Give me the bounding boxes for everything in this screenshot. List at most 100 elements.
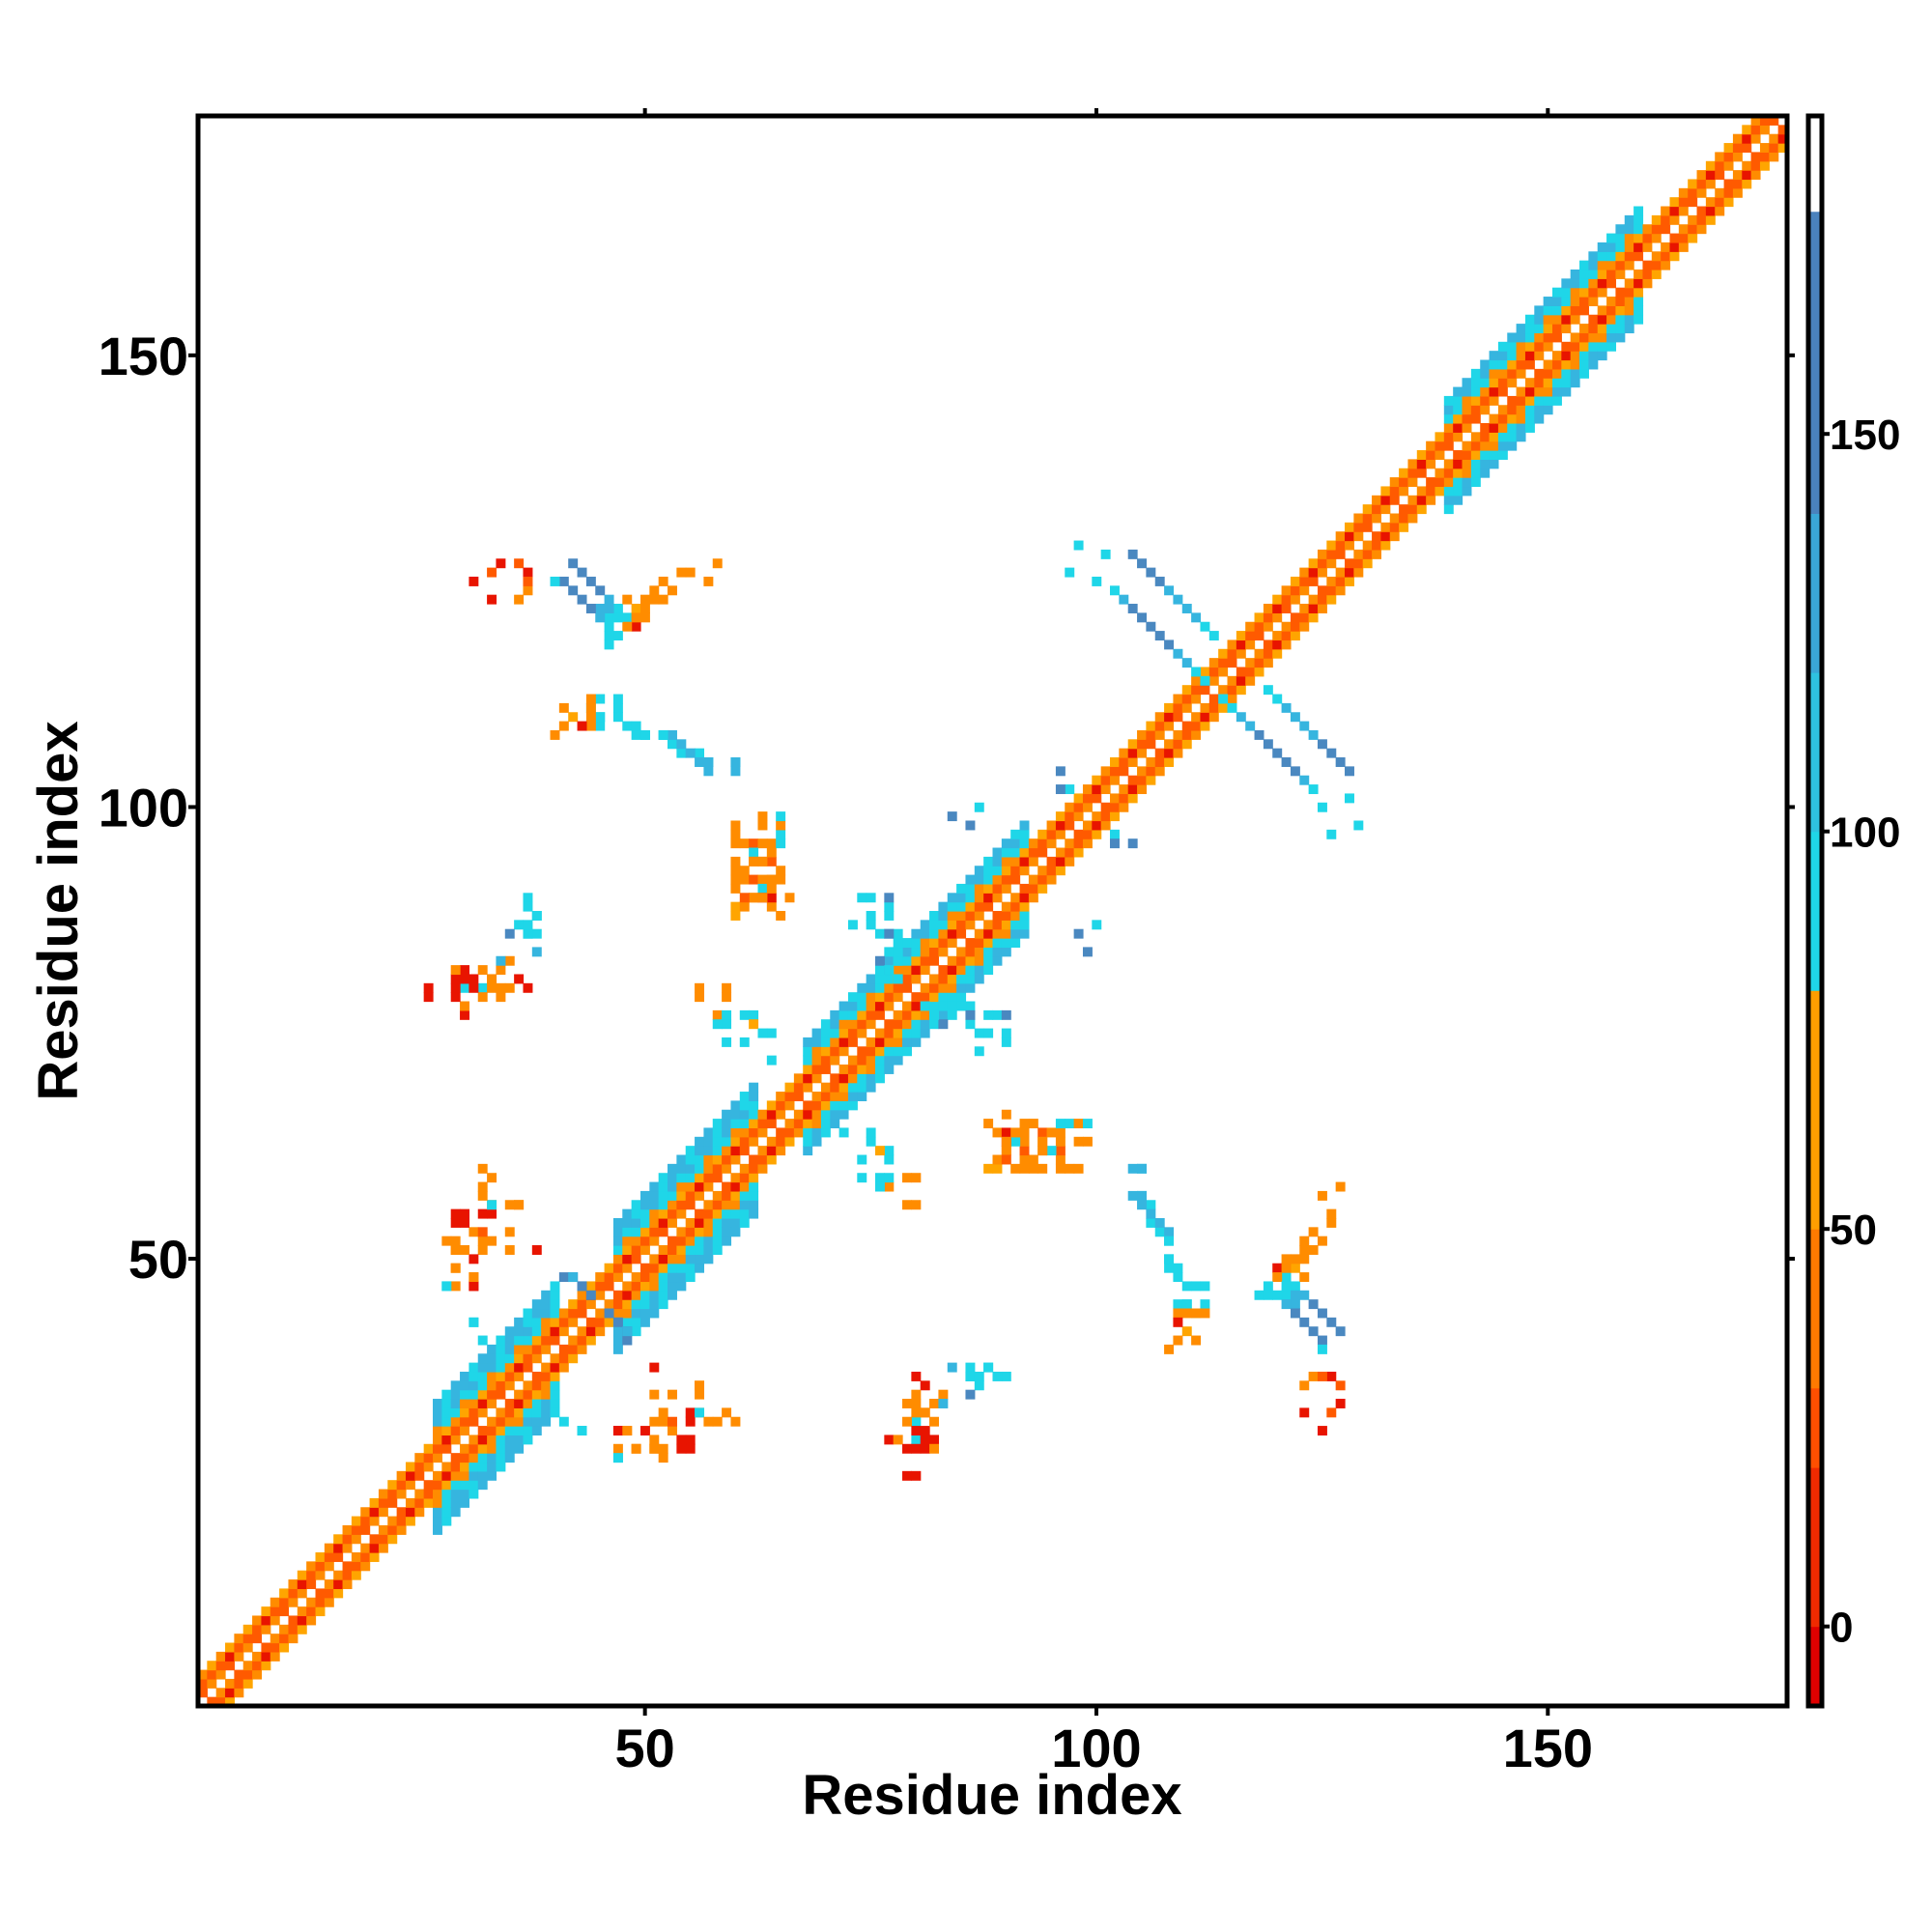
heatmap-cell [595, 1326, 606, 1337]
heatmap-cell [1507, 413, 1518, 424]
heatmap-cell [1497, 413, 1508, 424]
heatmap-cell [847, 1028, 858, 1038]
heatmap-cell [306, 1597, 317, 1607]
heatmap-cell [1732, 170, 1743, 181]
heatmap-cell [639, 1236, 650, 1246]
heatmap-cell [487, 982, 497, 993]
heatmap-cell [531, 1335, 542, 1346]
heatmap-cell [739, 866, 750, 876]
heatmap-cell [504, 1407, 515, 1418]
heatmap-cell [1028, 856, 1038, 867]
heatmap-cell [523, 1362, 533, 1373]
heatmap-cell [595, 612, 606, 623]
heatmap-cell [685, 1407, 696, 1418]
heatmap-cell [947, 893, 957, 903]
heatmap-cell [631, 1290, 641, 1300]
heatmap-cell [658, 1263, 668, 1273]
heatmap-cell [1570, 368, 1580, 379]
heatmap-cell [685, 567, 696, 578]
heatmap-cell [622, 1208, 633, 1219]
heatmap-cell [1524, 359, 1535, 370]
heatmap-cell [730, 766, 741, 777]
heatmap-cell [703, 766, 714, 777]
heatmap-cell [1019, 866, 1030, 876]
heatmap-cell [1326, 1217, 1337, 1228]
heatmap-cell [604, 604, 614, 613]
heatmap-cell [1497, 450, 1508, 460]
heatmap-cell [893, 1009, 903, 1020]
heatmap-cell [1524, 405, 1535, 415]
heatmap-cell [685, 1173, 696, 1183]
heatmap-cell [1200, 667, 1210, 677]
heatmap-cell [974, 1046, 984, 1057]
heatmap-cell [297, 1624, 307, 1634]
heatmap-cell [1642, 224, 1653, 235]
heatmap-cell [1453, 405, 1463, 415]
heatmap-cell [766, 1100, 777, 1111]
heatmap-cell [947, 1362, 957, 1373]
heatmap-cell [676, 1263, 687, 1273]
heatmap-cell [1597, 341, 1607, 352]
heatmap-cell [1028, 1163, 1038, 1174]
heatmap-cell [893, 982, 903, 993]
heatmap-cell [1579, 297, 1589, 306]
heatmap-cell [730, 1217, 741, 1228]
heatmap-cell [902, 1037, 912, 1047]
heatmap-cell [1290, 576, 1300, 586]
heatmap-cell [1543, 405, 1553, 415]
heatmap-cell [803, 1037, 813, 1047]
heatmap-cell [487, 594, 497, 605]
heatmap-cell [396, 1524, 407, 1535]
heatmap-cell [1715, 160, 1725, 171]
heatmap-cell [676, 1208, 687, 1219]
heatmap-cell [1281, 1263, 1292, 1273]
heatmap-cell [983, 856, 994, 867]
heatmap-cell [1245, 621, 1256, 632]
heatmap-cell [585, 1326, 596, 1337]
heatmap-cell [1435, 486, 1445, 497]
heatmap-cell [1516, 413, 1526, 424]
heatmap-cell [523, 1389, 533, 1400]
heatmap-cell [1046, 838, 1057, 849]
heatmap-cell [929, 1443, 940, 1454]
heatmap-cell [992, 928, 1003, 939]
heatmap-cell [1100, 811, 1111, 822]
heatmap-cell [469, 1407, 479, 1418]
heatmap-cell [450, 965, 461, 976]
heatmap-cell [1462, 477, 1472, 488]
heatmap-cell [1551, 378, 1562, 388]
heatmap-cell [722, 1208, 732, 1219]
heatmap-cell [1389, 531, 1400, 542]
heatmap-cell [1443, 477, 1454, 488]
heatmap-cell [369, 1516, 380, 1526]
heatmap-cell [469, 974, 479, 984]
heatmap-cell [668, 729, 677, 740]
heatmap-cell [1218, 667, 1229, 677]
heatmap-cell [1507, 405, 1518, 415]
heatmap-cell [739, 901, 750, 912]
heatmap-cell [568, 1272, 579, 1283]
heatmap-cell [1769, 143, 1779, 154]
heatmap-cell [1651, 233, 1662, 243]
heatmap-cell [631, 1217, 641, 1228]
heatmap-cell [920, 1009, 930, 1020]
heatmap-cell [1173, 1263, 1183, 1273]
heatmap-cell [270, 1651, 280, 1662]
heatmap-cell [1137, 1190, 1147, 1201]
heatmap-cell [523, 585, 533, 596]
heatmap-cell [730, 866, 741, 876]
heatmap-cell [1696, 179, 1707, 189]
heatmap-cell [1164, 1236, 1175, 1246]
heatmap-cell [496, 1380, 506, 1391]
heatmap-cell [1326, 576, 1337, 586]
heatmap-cell [595, 585, 606, 596]
heatmap-cell [874, 1028, 885, 1038]
heatmap-cell [992, 866, 1003, 876]
heatmap-cell [874, 1055, 885, 1065]
heatmap-cell [1480, 368, 1491, 379]
heatmap-cell [830, 1019, 840, 1030]
heatmap-cell [1164, 712, 1175, 723]
heatmap-cell [1742, 179, 1752, 189]
heatmap-cell [730, 1146, 741, 1156]
heatmap-cell [1750, 116, 1761, 126]
